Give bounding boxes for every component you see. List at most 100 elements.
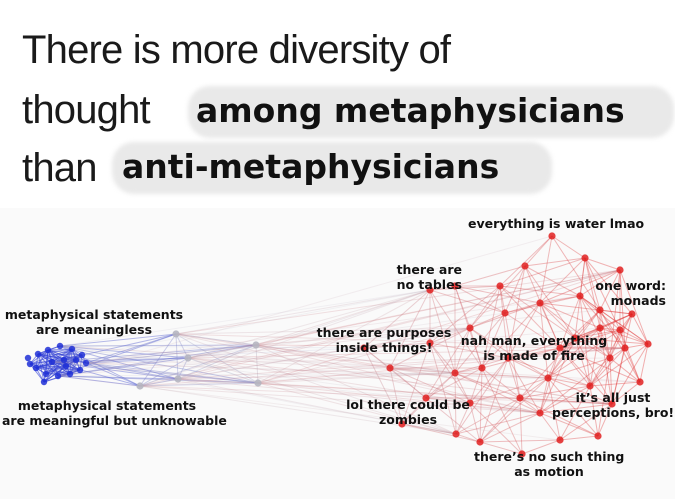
network-edge [255, 344, 541, 414]
network-edge [429, 285, 501, 291]
network-edge [499, 285, 509, 359]
network-edge [611, 343, 649, 405]
network-edge [619, 329, 649, 345]
network-edge [504, 312, 561, 349]
network-edge [547, 327, 601, 379]
network-edge [454, 367, 483, 374]
network-edge [29, 363, 45, 383]
network-node [42, 370, 50, 378]
network-edge [175, 333, 541, 414]
network-node [174, 375, 182, 383]
network-edge [139, 289, 431, 387]
network-node [476, 438, 484, 446]
network-edge [599, 309, 633, 315]
network-edge [257, 382, 457, 435]
network-edge [559, 309, 601, 349]
network-edge [469, 402, 481, 443]
network-edge [539, 337, 576, 414]
network-edge [454, 372, 521, 399]
network-edge [139, 269, 621, 387]
network-edge [559, 329, 621, 349]
network-node [521, 262, 529, 270]
network-edge [619, 269, 626, 349]
network-edge [574, 327, 601, 339]
network-node [26, 360, 34, 368]
network-edge [57, 312, 506, 377]
network-edge [559, 327, 601, 349]
network-edge [579, 269, 621, 297]
network-edge [429, 289, 506, 314]
network-edge [507, 302, 541, 359]
network-node [34, 350, 42, 358]
network-node [536, 299, 544, 307]
network-edge [499, 235, 553, 287]
network-edge [429, 342, 456, 374]
network-edge [57, 375, 259, 384]
network-edge [479, 441, 523, 455]
network-edge [499, 285, 506, 314]
network-edge [547, 329, 621, 379]
network-edge [57, 235, 553, 377]
network-edge [524, 235, 553, 267]
network-edge [579, 295, 601, 311]
network-edge [479, 397, 521, 443]
network-edge [504, 302, 541, 314]
network-node [252, 341, 260, 349]
network-edge [547, 357, 611, 379]
network-edge [57, 344, 257, 377]
network-edge [187, 347, 626, 359]
network-edge [609, 269, 621, 359]
network-edge [59, 345, 641, 383]
network-edge [85, 362, 141, 387]
network-edge [175, 333, 189, 359]
network-edge [611, 347, 626, 405]
network-edge [499, 285, 561, 349]
network-node [62, 362, 70, 370]
network-edge [139, 385, 541, 414]
network-node [426, 286, 434, 294]
network-node [466, 324, 474, 332]
network-edge [584, 257, 633, 315]
network-edge [85, 362, 457, 435]
network-edge [519, 337, 576, 399]
network-edge [524, 265, 561, 349]
network-edge [429, 289, 456, 374]
network-edge [59, 333, 177, 347]
network-edge [599, 327, 649, 345]
network-edge [85, 295, 581, 364]
network-edge [551, 235, 601, 311]
network-edge [579, 295, 611, 359]
network-edge [599, 309, 626, 349]
network-edge [479, 357, 509, 443]
network-node [496, 282, 504, 290]
headline-panel: There is more diversity of thought among… [0, 0, 675, 208]
network-edge [257, 382, 613, 405]
label-motion: there’s no such thing as motion [474, 449, 625, 479]
network-edge [584, 257, 621, 271]
network-edge [539, 302, 549, 379]
network-edge [481, 367, 523, 455]
network-edge [401, 423, 481, 443]
network-edge [584, 257, 621, 331]
network-edge [574, 337, 613, 405]
network-edge [624, 347, 641, 383]
network-edge [539, 302, 633, 315]
network-edge [257, 327, 471, 384]
network-edge [559, 435, 599, 441]
label-purposes: there are purposes inside things! [316, 325, 452, 355]
network-edges [29, 235, 649, 455]
network-edge [589, 357, 611, 387]
network-node [184, 354, 192, 362]
network-edge [469, 265, 526, 329]
network-edge [425, 327, 471, 399]
network-edge [85, 357, 611, 364]
network-edge [139, 333, 177, 387]
network-graph-svg [24, 232, 652, 458]
network-edge [481, 285, 501, 369]
network-edge [519, 377, 549, 399]
network-node [556, 344, 564, 352]
network-edge [599, 309, 641, 383]
network-edge [454, 312, 506, 374]
network-edge [187, 289, 431, 359]
network-edge [454, 372, 541, 414]
